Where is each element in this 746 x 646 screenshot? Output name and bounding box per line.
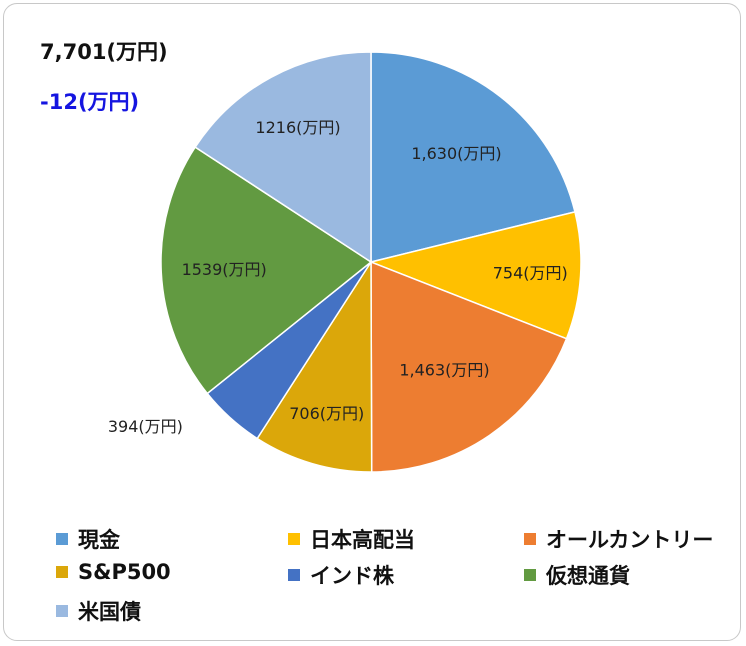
pie-slice: [256, 259, 373, 473]
slice-data-label: 706(万円): [289, 404, 364, 423]
pie-slice: [370, 260, 568, 473]
legend-label: 日本高配当: [310, 528, 415, 552]
total-value: 7,701(万円): [40, 40, 168, 64]
legend-item: 米国債: [56, 596, 141, 626]
legend-swatch: [56, 533, 68, 545]
legend-item: インド株: [288, 560, 394, 590]
legend-label: 仮想通貨: [546, 564, 630, 588]
pie-slice: [368, 210, 582, 340]
pie-slice: [160, 146, 373, 395]
legend-label: インド株: [310, 564, 394, 588]
legend-item: オールカントリー: [524, 524, 713, 554]
legend-item: S&P500: [56, 560, 171, 584]
legend-label: オールカントリー: [546, 528, 714, 552]
legend-item: 現金: [56, 524, 120, 554]
legend-swatch: [56, 605, 68, 617]
legend-label: 米国債: [78, 600, 141, 624]
slice-data-label: 754(万円): [493, 264, 568, 283]
pie-slice: [370, 51, 576, 263]
legend-item: 日本高配当: [288, 524, 415, 554]
legend-swatch: [56, 566, 68, 578]
legend-swatch: [288, 533, 300, 545]
legend-swatch: [524, 569, 536, 581]
legend-label: S&P500: [78, 560, 171, 584]
change-value: -12(万円): [40, 90, 140, 114]
legend-swatch: [288, 569, 300, 581]
legend-label: 現金: [78, 528, 120, 552]
slice-data-label: 394(万円): [108, 417, 183, 436]
legend-item: 仮想通貨: [524, 560, 630, 590]
pie-slice: [194, 51, 372, 264]
slice-data-label: 1216(万円): [255, 118, 340, 137]
legend-swatch: [524, 533, 536, 545]
slice-data-label: 1,630(万円): [411, 144, 501, 163]
slice-data-label: 1539(万円): [182, 260, 267, 279]
slice-data-label: 1,463(万円): [399, 360, 489, 379]
